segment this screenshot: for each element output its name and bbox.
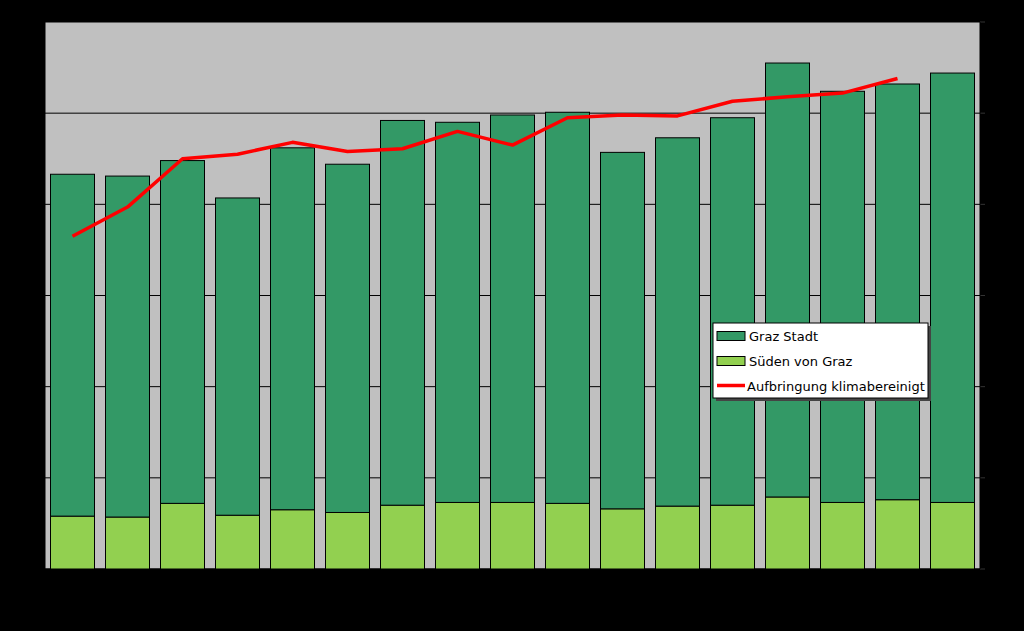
bar-segment: [601, 509, 645, 569]
legend-label: Süden von Graz: [749, 354, 853, 369]
plot-area: [45, 22, 980, 569]
bar-segment: [161, 503, 205, 569]
bar-segment: [876, 84, 920, 500]
y-axis: [45, 22, 46, 569]
grid-line: [45, 22, 980, 23]
bar-segment: [436, 502, 480, 569]
bar-segment: [821, 502, 865, 569]
bar-segment: [491, 115, 535, 502]
y-axis-right: [980, 22, 981, 569]
bar-segment: [51, 174, 95, 516]
bar-segment: [656, 506, 700, 569]
bar-segment: [656, 138, 700, 506]
tick-mark: [980, 569, 985, 570]
legend-swatch: [717, 357, 745, 366]
legend-swatch: [717, 384, 745, 388]
marks: [51, 63, 975, 569]
bar-segment: [711, 505, 755, 569]
legend-swatch: [717, 332, 745, 341]
bar-segment: [931, 73, 975, 502]
tick-mark: [980, 386, 985, 387]
chart: Graz Stadt Süden von Graz Aufbringung klim…: [0, 0, 1024, 631]
bar-segment: [326, 164, 370, 512]
bar-segment: [876, 500, 920, 569]
legend-label: Graz Stadt: [749, 329, 818, 344]
bar-segment: [436, 122, 480, 502]
bar-segment: [326, 512, 370, 569]
tick-mark: [980, 113, 985, 114]
legend: [713, 323, 928, 398]
bar-segment: [546, 503, 590, 569]
bar-segment: [491, 502, 535, 569]
bar-segment: [106, 517, 150, 569]
bar-segment: [766, 497, 810, 569]
bar-segment: [51, 516, 95, 569]
legend-label: Aufbringung klimabereinigt: [747, 379, 925, 394]
bar-segment: [546, 112, 590, 503]
tick-mark: [980, 204, 985, 205]
bar-segment: [216, 515, 260, 569]
tick-mark: [980, 477, 985, 478]
bar-segment: [161, 161, 205, 504]
tick-mark: [980, 22, 985, 23]
bar-segment: [601, 152, 645, 508]
tick-mark: [980, 295, 985, 296]
bar-segment: [271, 510, 315, 569]
bar-segment: [216, 198, 260, 515]
bar-segment: [381, 120, 425, 505]
bar-segment: [931, 502, 975, 569]
bar-segment: [381, 505, 425, 569]
bar-segment: [271, 148, 315, 510]
bar-segment: [766, 63, 810, 497]
bar-segment: [711, 118, 755, 505]
background: [0, 0, 1024, 631]
bar-segment: [106, 176, 150, 517]
bar-segment: [821, 91, 865, 502]
line-series: [73, 79, 898, 237]
